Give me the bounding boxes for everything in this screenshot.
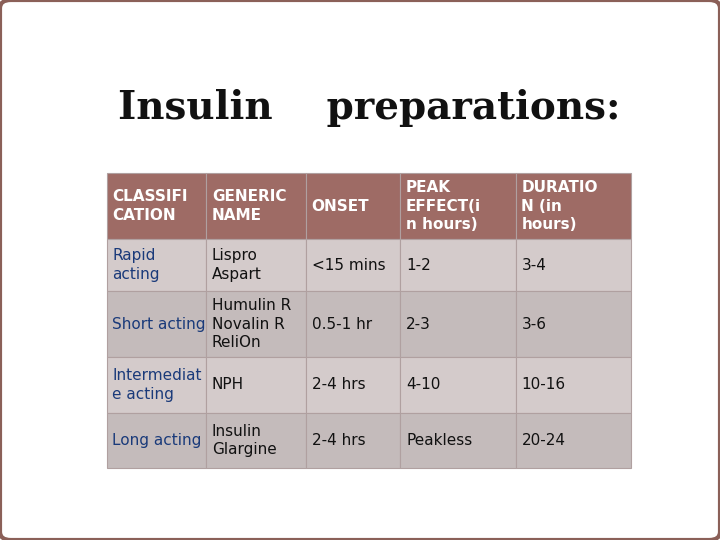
Bar (516, 357, 631, 413)
Text: <15 mins: <15 mins (312, 258, 385, 273)
Bar (306, 357, 400, 413)
Bar (516, 173, 631, 239)
Bar (306, 291, 400, 357)
Text: 2-4 hrs: 2-4 hrs (312, 377, 365, 393)
Text: 20-24: 20-24 (521, 433, 565, 448)
Bar (516, 291, 631, 357)
Text: GENERIC
NAME: GENERIC NAME (212, 189, 287, 223)
Bar (306, 413, 400, 468)
Text: Insulin
Glargine: Insulin Glargine (212, 423, 276, 457)
Text: Peakless: Peakless (406, 433, 472, 448)
Text: Insulin    preparations:: Insulin preparations: (118, 90, 620, 127)
Bar (107, 357, 207, 413)
Text: NPH: NPH (212, 377, 244, 393)
Bar (306, 239, 400, 291)
Text: 3-6: 3-6 (521, 316, 546, 332)
Text: 2-4 hrs: 2-4 hrs (312, 433, 365, 448)
Text: 2-3: 2-3 (406, 316, 431, 332)
Bar (516, 413, 631, 468)
Text: 3-4: 3-4 (521, 258, 546, 273)
Bar (400, 173, 516, 239)
Bar (400, 413, 516, 468)
Text: Humulin R
Novalin R
ReliOn: Humulin R Novalin R ReliOn (212, 298, 291, 350)
Text: 4-10: 4-10 (406, 377, 441, 393)
Bar (107, 239, 207, 291)
Bar (306, 173, 400, 239)
Bar (400, 239, 516, 291)
Text: Intermediat
e acting: Intermediat e acting (112, 368, 202, 402)
Bar (107, 173, 207, 239)
Text: 10-16: 10-16 (521, 377, 566, 393)
Bar (207, 239, 306, 291)
Text: Short acting: Short acting (112, 316, 206, 332)
Bar (516, 239, 631, 291)
Text: PEAK
EFFECT(i
n hours): PEAK EFFECT(i n hours) (406, 180, 481, 232)
Bar (207, 357, 306, 413)
Text: DURATIO
N (in
hours): DURATIO N (in hours) (521, 180, 598, 232)
Bar (400, 291, 516, 357)
Text: 0.5-1 hr: 0.5-1 hr (312, 316, 372, 332)
Text: 1-2: 1-2 (406, 258, 431, 273)
Text: CLASSIFI
CATION: CLASSIFI CATION (112, 189, 188, 223)
Bar (207, 173, 306, 239)
Bar (107, 413, 207, 468)
Text: ONSET: ONSET (312, 199, 369, 213)
Text: Long acting: Long acting (112, 433, 202, 448)
Bar (400, 357, 516, 413)
Text: Rapid
acting: Rapid acting (112, 248, 160, 282)
Bar (207, 413, 306, 468)
Bar (207, 291, 306, 357)
Text: Lispro
Aspart: Lispro Aspart (212, 248, 262, 282)
Bar (107, 291, 207, 357)
